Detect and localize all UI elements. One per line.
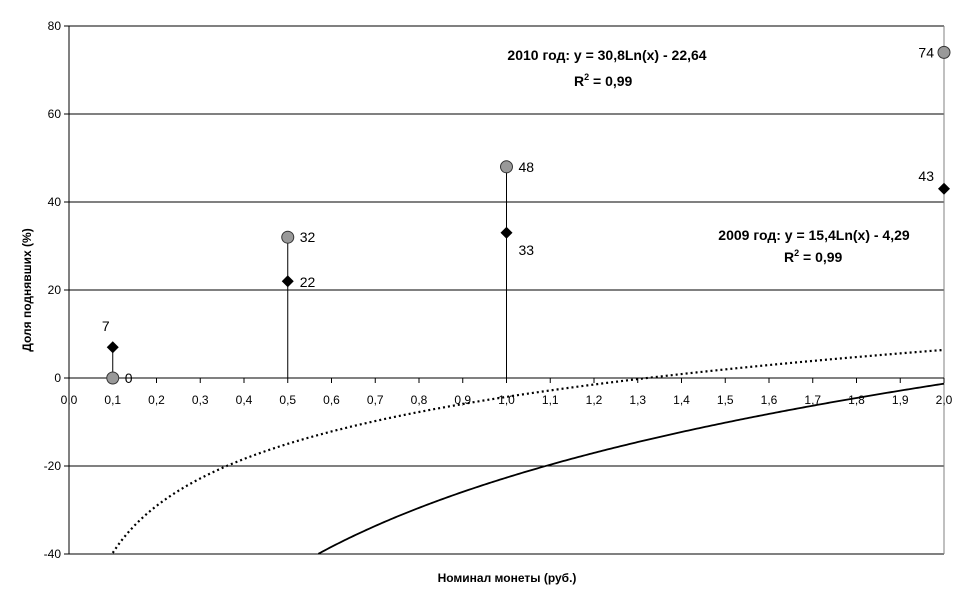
r-squared-2010-value: = 0,99: [589, 73, 632, 89]
x-tick-label: 1,0: [498, 393, 515, 407]
y-axis-title: Доля поднявших (%): [20, 228, 34, 351]
drop-lines: [112, 166, 507, 378]
point-s2009: [938, 182, 950, 195]
x-tick-label: 1,8: [848, 393, 865, 407]
x-tick-label: 0,6: [323, 393, 340, 407]
equation-2009: 2009 год: y = 15,4Ln(x) - 4,29: [718, 227, 910, 243]
point-s2010: [500, 160, 513, 174]
point-s2010: [937, 45, 951, 59]
x-tick-label: 0,3: [192, 393, 209, 407]
r-squared-2009-value: = 0,99: [799, 249, 842, 265]
trendline-s2009: [111, 348, 945, 554]
tick-labels: -40 -20 0 20 40 60 80 0,0 0,1 0,2 0,3 0,4 0,5 0,6 0,7 0…: [44, 19, 953, 561]
data-label-s2009: 22: [300, 274, 316, 290]
y-tick-label: 60: [48, 107, 62, 121]
y-tick-label: 20: [48, 283, 62, 297]
data-labels: 0 32 48 74 7 22 33 43: [102, 44, 934, 386]
r-squared-2009: R2 = 0,99: [784, 248, 843, 265]
x-tick-label: 0,8: [411, 393, 428, 407]
x-tick-label: 0,1: [104, 393, 121, 407]
point-s2010: [106, 371, 120, 385]
x-axis-title: Номинал монеты (руб.): [438, 571, 577, 585]
data-label-s2010: 74: [918, 44, 934, 60]
x-tick-label: 1,3: [629, 393, 646, 407]
x-tick-label: 0,4: [236, 393, 253, 407]
x-tick-label: 1,9: [892, 393, 909, 407]
x-tick-label: 0,5: [279, 393, 296, 407]
x-tick-label: 1,4: [673, 393, 690, 407]
data-label-s2010: 32: [300, 229, 316, 245]
x-tick-label: 1,5: [717, 393, 734, 407]
x-tick-label: 1,6: [761, 393, 778, 407]
y-tick-label: -40: [44, 547, 62, 561]
point-s2009: [281, 275, 294, 288]
y-tick-label: 0: [54, 371, 61, 385]
data-label-s2010: 48: [519, 159, 535, 175]
trendlines: [111, 348, 945, 555]
x-tick-label: 1,2: [586, 393, 603, 407]
point-s2009: [106, 341, 119, 354]
x-tick-label: 1,7: [804, 393, 821, 407]
data-label-s2009: 33: [519, 242, 535, 258]
y-tick-label: -20: [44, 459, 62, 473]
trendline-s2010: [317, 382, 945, 555]
x-tick-label: 2,0: [936, 393, 953, 407]
x-tick-label: 0,2: [148, 393, 165, 407]
x-tick-label: 0,7: [367, 393, 384, 407]
equation-2010: 2010 год: y = 30,8Ln(x) - 22,64: [507, 47, 706, 63]
data-label-s2009: 7: [102, 318, 110, 334]
point-s2009: [500, 226, 513, 239]
x-tick-label: 0,9: [454, 393, 471, 407]
x-tick-label: 1,1: [542, 393, 559, 407]
data-label-s2010: 0: [125, 370, 133, 386]
data-points: [106, 45, 951, 385]
y-tick-label: 80: [48, 19, 62, 33]
data-label-s2009: 43: [918, 168, 934, 184]
y-tick-label: 40: [48, 195, 62, 209]
r-squared-2010: R2 = 0,99: [574, 72, 633, 89]
point-s2010: [281, 230, 295, 244]
x-tick-label: 0,0: [61, 393, 78, 407]
